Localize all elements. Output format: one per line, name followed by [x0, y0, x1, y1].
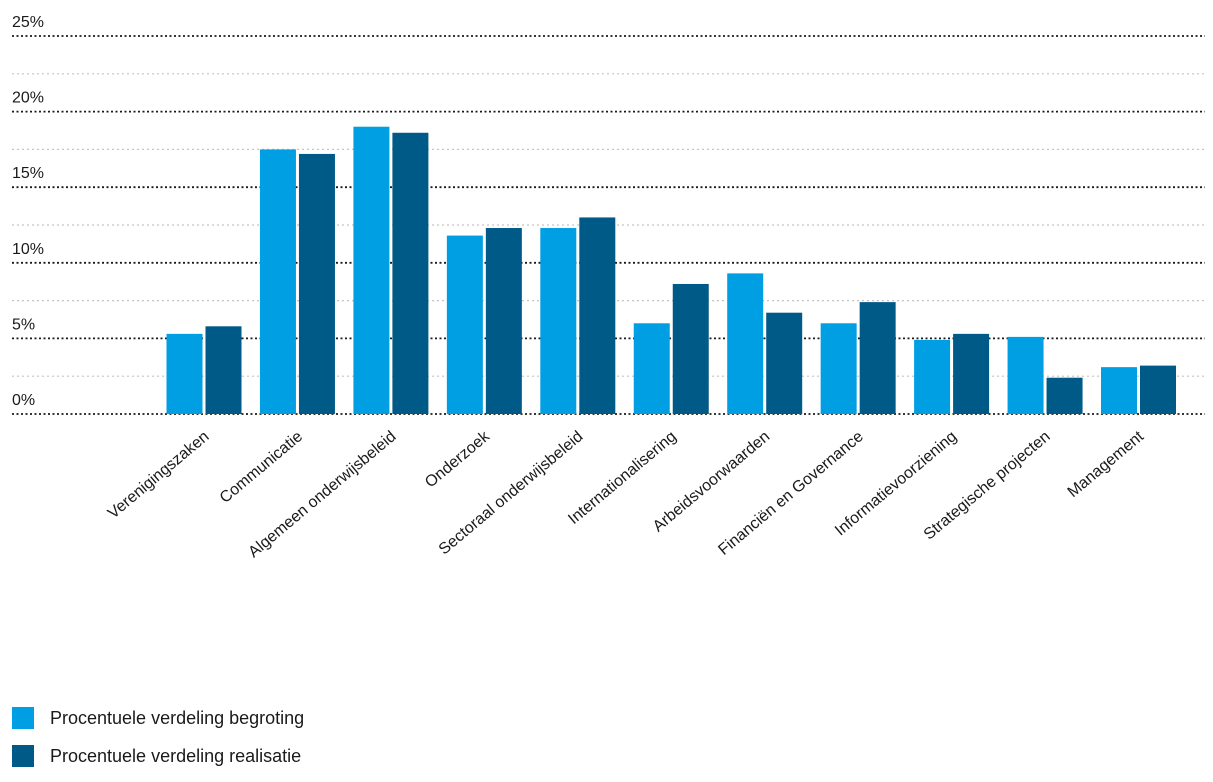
bar-realisatie — [859, 302, 896, 414]
y-tick-label: 15% — [12, 165, 44, 182]
bar-begroting — [727, 273, 764, 414]
x-tick-label: Onderzoek — [422, 427, 494, 491]
legend-label-realisatie: Procentuele verdeling realisatie — [50, 745, 302, 766]
legend-swatch-realisatie — [12, 745, 34, 767]
y-tick-label: 5% — [12, 316, 35, 333]
legend-item-realisatie: Procentuele verdeling realisatie — [12, 744, 304, 768]
bar-begroting — [1007, 336, 1044, 414]
bar-begroting — [353, 126, 390, 414]
bar-begroting — [633, 323, 670, 414]
chart-bars — [166, 126, 1176, 414]
bar-begroting — [259, 149, 296, 414]
bar-begroting — [914, 339, 951, 414]
y-tick-label: 0% — [12, 392, 35, 409]
bar-realisatie — [1046, 377, 1083, 414]
bar-begroting — [540, 228, 577, 414]
bar-realisatie — [485, 228, 522, 414]
bar-begroting — [820, 323, 857, 414]
legend-item-begroting: Procentuele verdeling begroting — [12, 706, 304, 730]
bar-realisatie — [392, 132, 429, 414]
bar-realisatie — [1140, 365, 1176, 414]
y-tick-label: 10% — [12, 241, 44, 258]
y-tick-label: 25% — [12, 14, 44, 31]
bar-realisatie — [298, 153, 335, 414]
bar-realisatie — [579, 217, 616, 414]
bar-realisatie — [205, 326, 242, 414]
legend-swatch-begroting — [12, 707, 34, 729]
bar-begroting — [166, 333, 203, 414]
bar-chart: 0% 5% 10% 15% 20% 25% Verenigingszaken Communi… — [12, 14, 1205, 561]
y-axis-tick-labels: 0% 5% 10% 15% 20% 25% — [12, 14, 44, 409]
x-tick-label: Algemeen onderwijsbeleid — [245, 428, 399, 561]
x-tick-label: Management — [1065, 428, 1148, 501]
y-tick-label: 20% — [12, 90, 44, 107]
bar-begroting — [446, 235, 483, 414]
x-tick-label: Verenigingszaken — [105, 428, 213, 522]
bar-realisatie — [766, 312, 803, 414]
legend-label-begroting: Procentuele verdeling begroting — [50, 707, 305, 728]
chart-legend: Procentuele verdeling begroting Procentu… — [12, 706, 304, 782]
bar-begroting — [1101, 367, 1137, 414]
x-tick-label: Communicatie — [217, 428, 306, 507]
bar-realisatie — [672, 283, 709, 414]
bar-realisatie — [953, 333, 990, 414]
